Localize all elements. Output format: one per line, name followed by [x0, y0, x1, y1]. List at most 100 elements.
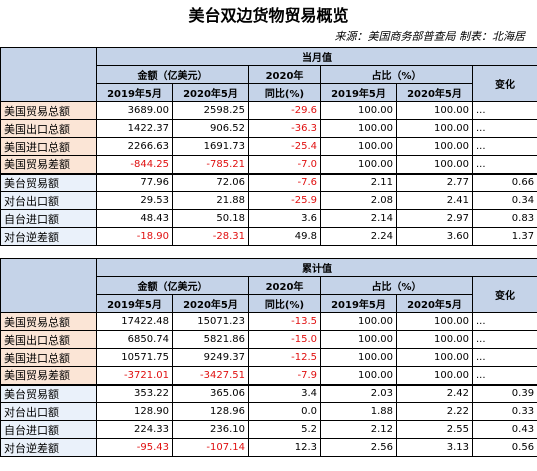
- cell-yoy: 0.0: [248, 402, 321, 421]
- col-may2020: 2020年5月: [172, 294, 249, 313]
- table-row: 美台贸易额 353.22 365.06 3.4 2.03 2.42 0.39: [0, 383, 537, 403]
- change-header: 变化: [471, 276, 537, 313]
- cell-share-2019: 2.12: [320, 420, 397, 439]
- cell-yoy: 5.2: [248, 420, 321, 439]
- col-yoy: 同比(%): [248, 294, 321, 313]
- cell-yoy: -29.6: [248, 101, 321, 120]
- section-header-monthly: 当月值: [95, 47, 537, 66]
- table-row: 自台进口额 48.43 50.18 3.6 2.14 2.97 0.83: [0, 209, 537, 228]
- cell-share-2020: 3.60: [396, 227, 473, 246]
- col-yoy: 同比(%): [248, 83, 321, 102]
- cell-value-2019: 353.22: [96, 383, 173, 403]
- cell-share-2019: 100.00: [320, 348, 397, 367]
- cell-value-2019: 3689.00: [96, 101, 173, 120]
- cell-value-2020: 50.18: [172, 209, 249, 228]
- cell-value-2020: 236.10: [172, 420, 249, 439]
- table-row: 对台出口额 128.90 128.96 0.0 1.88 2.22 0.33: [0, 402, 537, 421]
- cell-change: ...: [471, 155, 537, 174]
- cell-value-2020: 906.52: [172, 119, 249, 138]
- row-label: 美国贸易总额: [0, 101, 97, 120]
- corner-cell: [0, 258, 97, 313]
- cell-value-2020: 2598.25: [172, 101, 249, 120]
- table-row: 美国贸易总额 3689.00 2598.25 -29.6 100.00 100.00...: [0, 101, 537, 120]
- cell-share-2020: 3.13: [396, 438, 473, 457]
- row-label: 美国贸易差额: [0, 366, 97, 385]
- col-share2019: 2019年5月: [320, 83, 397, 102]
- table-row: 美台贸易额 77.96 72.06 -7.6 2.11 2.77 0.66: [0, 172, 537, 192]
- table-row: 自台进口额 224.33 236.10 5.2 2.12 2.55 0.43: [0, 420, 537, 439]
- cell-value-2020: 15071.23: [172, 312, 249, 331]
- cell-value-2020: -3427.51: [172, 366, 249, 385]
- cell-share-2019: 2.03: [320, 383, 397, 403]
- cell-yoy: 12.3: [248, 438, 321, 457]
- cell-value-2020: 1691.73: [172, 137, 249, 156]
- cell-share-2019: 100.00: [320, 137, 397, 156]
- amount-header: 金额（亿美元）: [96, 65, 249, 84]
- cell-share-2020: 100.00: [396, 101, 473, 120]
- cell-share-2020: 100.00: [396, 119, 473, 138]
- cell-value-2020: -28.31: [172, 227, 249, 246]
- row-label: 对台逆差额: [0, 227, 97, 246]
- row-label: 自台进口额: [0, 420, 97, 439]
- col-may2020: 2020年5月: [172, 83, 249, 102]
- cell-share-2019: 2.08: [320, 191, 397, 210]
- table-row: 美国出口总额 1422.37 906.52 -36.3 100.00 100.00...: [0, 119, 537, 138]
- cell-value-2019: 17422.48: [96, 312, 173, 331]
- cell-value-2020: -107.14: [172, 438, 249, 457]
- cell-value-2019: 29.53: [96, 191, 173, 210]
- cell-value-2020: 72.06: [172, 172, 249, 192]
- cell-share-2019: 100.00: [320, 119, 397, 138]
- col-share2019: 2019年5月: [320, 294, 397, 313]
- cell-share-2020: 2.97: [396, 209, 473, 228]
- cell-change: 0.39: [471, 383, 537, 403]
- monthly-table: 当月值 金额（亿美元） 2020年 占比（%） 变化 2019年5月 2020年…: [0, 47, 537, 246]
- row-label: 美国进口总额: [0, 348, 97, 367]
- cell-yoy: -15.0: [248, 330, 321, 349]
- cell-value-2020: 5821.86: [172, 330, 249, 349]
- cell-yoy: -25.4: [248, 137, 321, 156]
- cell-yoy: -25.9: [248, 191, 321, 210]
- table-row: 对台出口额 29.53 21.88 -25.9 2.08 2.41 0.34: [0, 191, 537, 210]
- cell-change: ...: [471, 330, 537, 349]
- year-header: 2020年: [248, 65, 321, 84]
- row-label: 自台进口额: [0, 209, 97, 228]
- cell-change: ...: [471, 101, 537, 120]
- amount-header: 金额（亿美元）: [96, 276, 249, 295]
- cell-share-2019: 2.24: [320, 227, 397, 246]
- source-note: 来源：美国商务部普查局 制表：北海居: [334, 30, 526, 43]
- table-row: 美国进口总额 10571.75 9249.37 -12.5 100.00 100.00..…: [0, 348, 537, 367]
- cell-change: ...: [471, 312, 537, 331]
- cell-value-2019: 1422.37: [96, 119, 173, 138]
- cell-change: 0.33: [471, 402, 537, 421]
- cell-change: ...: [471, 119, 537, 138]
- row-label: 美国贸易差额: [0, 155, 97, 174]
- table-row: 对台逆差额 -18.90 -28.31 49.8 2.24 3.60 1.37: [0, 227, 537, 246]
- share-header: 占比（%）: [320, 276, 473, 295]
- cell-yoy: -13.5: [248, 312, 321, 331]
- cell-share-2019: 100.00: [320, 101, 397, 120]
- row-label: 美台贸易额: [0, 383, 97, 403]
- cell-share-2020: 2.42: [396, 383, 473, 403]
- cell-share-2019: 100.00: [320, 312, 397, 331]
- corner-cell: [0, 47, 97, 102]
- cell-change: 0.66: [471, 172, 537, 192]
- cell-share-2020: 100.00: [396, 312, 473, 331]
- row-label: 对台逆差额: [0, 438, 97, 457]
- cell-change: ...: [471, 348, 537, 367]
- cell-value-2020: 128.96: [172, 402, 249, 421]
- table-row: 美国贸易总额 17422.48 15071.23 -13.5 100.00 100.00.…: [0, 312, 537, 331]
- cell-share-2020: 100.00: [396, 330, 473, 349]
- cell-value-2019: 224.33: [96, 420, 173, 439]
- cell-yoy: 3.4: [248, 383, 321, 403]
- cell-change: 1.37: [471, 227, 537, 246]
- cell-change: 0.83: [471, 209, 537, 228]
- cell-yoy: -7.0: [248, 155, 321, 174]
- table-row: 美国进口总额 2266.63 1691.73 -25.4 100.00 100.00...: [0, 137, 537, 156]
- row-label: 美国贸易总额: [0, 312, 97, 331]
- cell-share-2019: 2.56: [320, 438, 397, 457]
- cell-share-2020: 2.77: [396, 172, 473, 192]
- col-may2019: 2019年5月: [96, 294, 173, 313]
- cell-value-2019: 48.43: [96, 209, 173, 228]
- row-label: 美国出口总额: [0, 330, 97, 349]
- row-label: 对台出口额: [0, 402, 97, 421]
